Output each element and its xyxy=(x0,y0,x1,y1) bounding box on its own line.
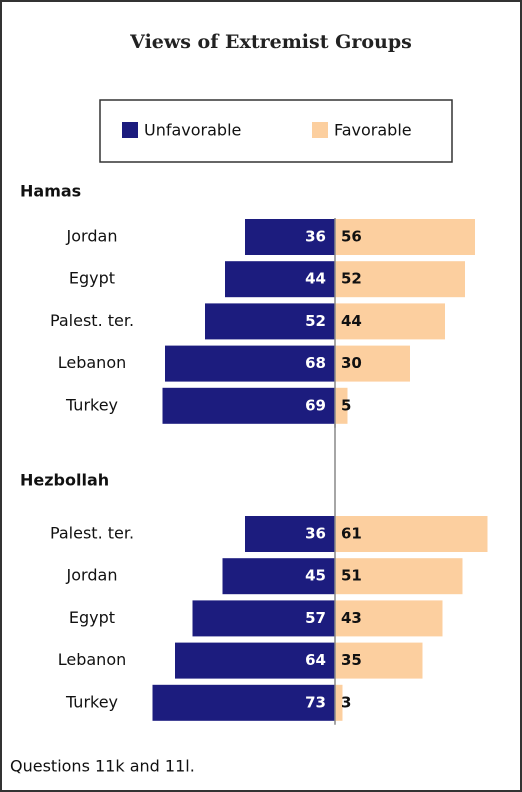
bar xyxy=(192,600,335,637)
bar xyxy=(335,219,475,255)
chart-title: Views of Extremist Groups xyxy=(129,31,412,53)
value-label: 61 xyxy=(341,525,362,543)
bar xyxy=(335,261,465,298)
note: Questions 11k and 11l. xyxy=(10,757,195,776)
value-label: 68 xyxy=(305,354,326,372)
category-label: Egypt xyxy=(69,608,115,627)
value-label: 44 xyxy=(341,312,362,330)
value-label: 56 xyxy=(341,228,362,246)
value-label: 73 xyxy=(305,693,326,711)
category-label: Turkey xyxy=(65,395,118,414)
category-label: Turkey xyxy=(65,692,118,711)
value-label: 64 xyxy=(305,651,326,669)
bar xyxy=(222,558,335,595)
category-label: Lebanon xyxy=(58,650,127,669)
value-label: 3 xyxy=(341,693,351,711)
value-label: 45 xyxy=(305,567,326,585)
bar xyxy=(245,516,335,552)
category-label: Egypt xyxy=(69,269,115,288)
value-label: 52 xyxy=(341,270,362,288)
bar xyxy=(152,684,335,721)
category-label: Palest. ter. xyxy=(50,311,134,330)
value-label: 44 xyxy=(305,270,326,288)
value-label: 35 xyxy=(341,651,362,669)
bar xyxy=(335,303,445,340)
value-label: 5 xyxy=(341,396,351,414)
bar xyxy=(335,684,343,721)
category-label: Palest. ter. xyxy=(50,524,134,543)
category-label: Lebanon xyxy=(58,353,127,372)
bar xyxy=(335,516,488,552)
bar xyxy=(162,387,335,424)
value-label: 52 xyxy=(305,312,326,330)
bar xyxy=(335,600,443,637)
bar xyxy=(225,261,335,298)
bar xyxy=(335,642,423,679)
legend-swatch xyxy=(122,122,138,138)
legend-label: Unfavorable xyxy=(144,121,241,140)
value-label: 30 xyxy=(341,354,362,372)
group-label: Hezbollah xyxy=(20,471,109,490)
value-label: 69 xyxy=(305,396,326,414)
value-label: 36 xyxy=(305,525,326,543)
bar xyxy=(335,558,463,595)
bar xyxy=(165,345,335,382)
value-label: 51 xyxy=(341,567,362,585)
bar xyxy=(335,345,410,382)
bar xyxy=(335,387,348,424)
group-label: Hamas xyxy=(20,182,81,201)
bar xyxy=(245,219,335,255)
category-label: Jordan xyxy=(66,566,118,585)
value-label: 43 xyxy=(341,609,362,627)
legend-label: Favorable xyxy=(334,121,412,140)
bar xyxy=(175,642,335,679)
legend-swatch xyxy=(312,122,328,138)
value-label: 36 xyxy=(305,228,326,246)
category-label: Jordan xyxy=(66,227,118,246)
value-label: 57 xyxy=(305,609,326,627)
legend-box xyxy=(99,99,453,163)
bar xyxy=(205,303,335,340)
